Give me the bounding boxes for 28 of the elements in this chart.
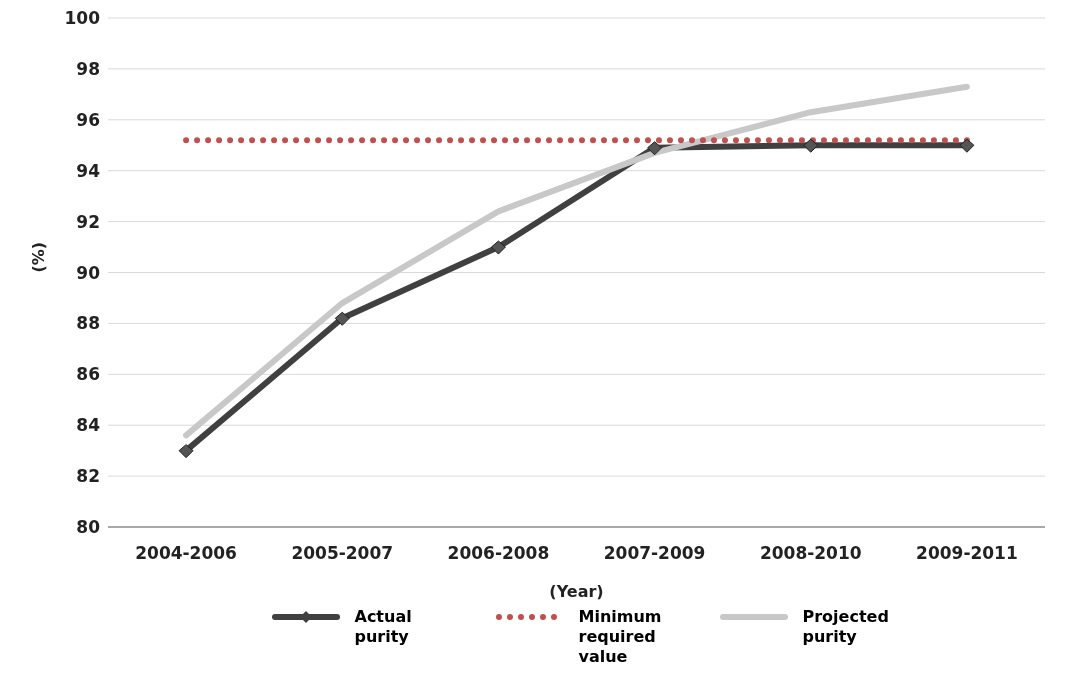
y-tick-label: 98 [76, 58, 100, 79]
y-tick-label: 94 [76, 160, 101, 181]
x-tick-label: 2007-2009 [603, 543, 706, 564]
point [490, 240, 506, 255]
x-axis-title: (Year) [549, 582, 604, 601]
y-tick-label: 96 [76, 109, 100, 130]
y-tick-label: 100 [64, 8, 101, 29]
y-tick-label: 80 [76, 517, 101, 538]
point [647, 141, 663, 156]
y-tick-label: 86 [76, 364, 100, 385]
point [959, 138, 975, 153]
y-tick-label: 92 [76, 211, 100, 232]
legend-label: Minimum required value [578, 607, 663, 667]
point [334, 311, 350, 326]
legend-label: Actual purity [354, 607, 413, 647]
point [178, 444, 194, 459]
legend-label: Projected purity [802, 607, 890, 647]
y-axis-title: (%) [28, 241, 48, 273]
x-tick-label: 2004-2006 [135, 543, 237, 564]
y-tick-label: 84 [76, 415, 101, 436]
x-tick-label: 2008-2010 [759, 543, 862, 564]
y-tick-label: 82 [76, 466, 100, 487]
point [803, 138, 819, 153]
x-tick-label: 2006-2008 [447, 543, 550, 564]
y-tick-label: 90 [76, 262, 101, 283]
y-tick-label: 88 [76, 313, 100, 334]
x-tick-label: 2009-2011 [916, 543, 1018, 564]
x-tick-label: 2005-2007 [291, 543, 394, 564]
